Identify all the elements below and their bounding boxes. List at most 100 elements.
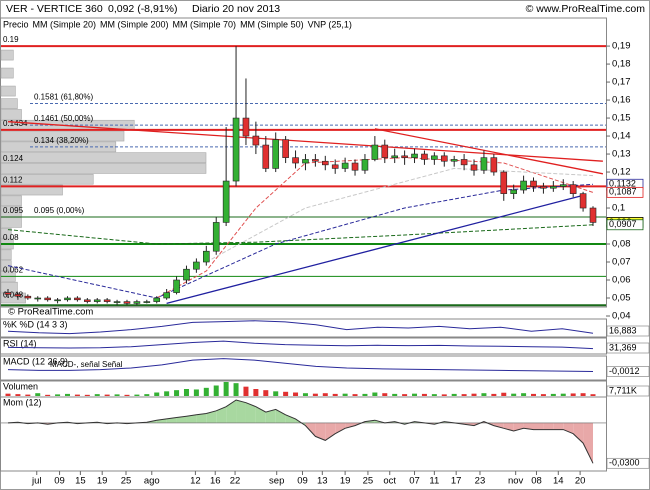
volume-bar bbox=[144, 394, 150, 396]
x-tick-label: 15 bbox=[75, 476, 86, 487]
candle-body bbox=[14, 294, 22, 297]
candle-body bbox=[371, 144, 379, 160]
mom-area bbox=[226, 400, 237, 423]
period: Diario 20 nov 2013 bbox=[192, 3, 280, 15]
x-tick-label: nov bbox=[508, 476, 524, 487]
stoch-panel bbox=[0, 318, 607, 338]
volume-bar bbox=[521, 393, 527, 396]
moving-average bbox=[156, 157, 594, 299]
volume-bar bbox=[183, 389, 189, 396]
candle-body bbox=[183, 268, 190, 281]
indicator-line bbox=[7, 320, 594, 335]
candle-body bbox=[391, 155, 398, 158]
moving-average bbox=[206, 167, 594, 263]
volume-bar bbox=[134, 394, 140, 396]
last-value-label: 0,1087 bbox=[609, 187, 637, 197]
macd-panel bbox=[0, 355, 607, 381]
candle-body bbox=[113, 301, 121, 303]
y-tick-label: 0,18 bbox=[612, 59, 631, 70]
candle-body bbox=[579, 193, 587, 209]
volume-profile-bar bbox=[0, 98, 18, 109]
mom-area bbox=[156, 418, 167, 423]
candle-body bbox=[480, 157, 488, 171]
volume-bar bbox=[203, 387, 209, 396]
panel-last-label: 7,711K bbox=[609, 385, 637, 395]
candle-body bbox=[312, 159, 319, 162]
mom-area bbox=[543, 422, 554, 430]
candle-body bbox=[54, 299, 61, 302]
volume-bar bbox=[233, 383, 239, 396]
candle-body bbox=[222, 180, 230, 223]
y-tick-label: 0,06 bbox=[612, 275, 631, 286]
volume-profile-bar bbox=[0, 49, 14, 61]
candle-body bbox=[123, 301, 131, 304]
candle-body bbox=[292, 157, 299, 164]
candle-body bbox=[421, 153, 428, 160]
y-tick-label: 0,1 bbox=[612, 203, 625, 214]
x-tick-label: 25 bbox=[121, 476, 132, 487]
candle-body bbox=[341, 162, 349, 169]
volume-profile-bar bbox=[0, 281, 18, 293]
x-tick-label: 14 bbox=[553, 476, 564, 487]
last-price: 0,092 (-8,91%) bbox=[108, 3, 177, 15]
x-tick-label: jul bbox=[31, 476, 42, 487]
left-label: 0.112 bbox=[3, 176, 23, 185]
candle-body bbox=[34, 297, 42, 300]
volume-profile-bar bbox=[0, 184, 63, 196]
mom-area bbox=[493, 422, 504, 429]
panel-last-label: -0,0012 bbox=[609, 366, 640, 376]
candle-body bbox=[203, 250, 210, 263]
mom-area bbox=[573, 422, 584, 444]
volume-bar bbox=[104, 394, 110, 396]
y-tick-label: 0,15 bbox=[612, 113, 631, 124]
candle-body bbox=[93, 299, 101, 302]
legend-entry: MM (Simple 20) bbox=[33, 19, 97, 29]
candle-body bbox=[242, 117, 250, 137]
rsi-panel bbox=[0, 337, 607, 355]
y-tick-label: 0,07 bbox=[612, 257, 631, 268]
volume-bar bbox=[560, 393, 566, 396]
candle-body bbox=[173, 279, 180, 293]
left-label: 0.1434 bbox=[3, 119, 28, 128]
candle-body bbox=[331, 164, 339, 169]
candle-body bbox=[212, 222, 220, 252]
candle-body bbox=[381, 144, 389, 158]
fib-label: 0.1461 (50,00%) bbox=[34, 114, 93, 123]
volume-bar bbox=[74, 394, 80, 396]
volume-bar bbox=[243, 386, 249, 396]
candle-body bbox=[4, 292, 12, 295]
mom-area bbox=[245, 402, 256, 423]
volume-bar bbox=[5, 393, 11, 396]
legend-entry: MM (Simple 50) bbox=[240, 19, 304, 29]
panel-last-box bbox=[606, 342, 650, 354]
volume-bar bbox=[213, 385, 219, 396]
candle-body bbox=[550, 186, 557, 189]
volume-bar bbox=[352, 394, 358, 396]
volume-bar bbox=[15, 394, 21, 396]
mom-area bbox=[523, 422, 534, 430]
panel-title: RSI (14) bbox=[3, 338, 37, 348]
volume-bar bbox=[293, 392, 299, 396]
mom-area bbox=[553, 422, 564, 430]
panel-last-label: 31,369 bbox=[609, 342, 637, 352]
panel-title: %K %D (14 3 3) bbox=[3, 319, 68, 329]
volume-bar bbox=[412, 393, 418, 396]
volume-bar bbox=[461, 394, 467, 396]
volume-profile-bar bbox=[0, 249, 12, 261]
volume-bar bbox=[223, 382, 229, 396]
panel-last-label: 16,883 bbox=[609, 325, 637, 335]
last-value-box bbox=[606, 219, 644, 231]
mom-area bbox=[186, 414, 197, 423]
volume-bar bbox=[283, 391, 289, 396]
x-tick-label: 09 bbox=[54, 476, 65, 487]
volume-bar bbox=[491, 393, 497, 396]
fib-label: 0.1581 (61,80%) bbox=[34, 93, 93, 102]
candle-body bbox=[361, 159, 369, 171]
mom-area bbox=[335, 422, 346, 434]
trend-line bbox=[166, 194, 584, 305]
candle-body bbox=[321, 160, 329, 166]
x-tick-label: 11 bbox=[429, 476, 439, 487]
candle-body bbox=[500, 171, 508, 194]
y-tick-label: 0,14 bbox=[612, 131, 631, 142]
